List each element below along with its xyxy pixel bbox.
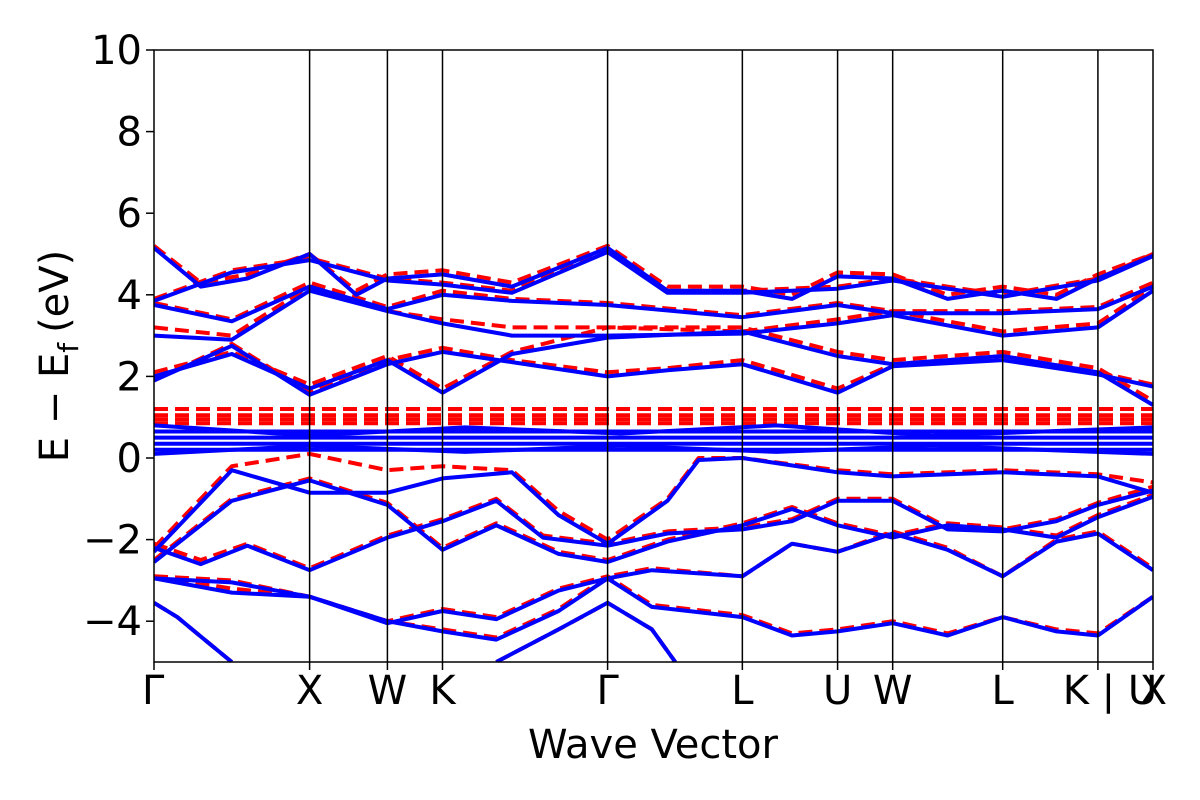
- dashed-band-line: [154, 451, 1153, 550]
- x-axis-label: Wave Vector: [528, 722, 779, 768]
- y-tick-label: 10: [91, 28, 142, 74]
- solid-band-line: [154, 601, 234, 662]
- kpoint-lines: [308, 50, 1099, 662]
- x-tick-label: K: [429, 668, 457, 714]
- y-axis-label-unit: (eV): [32, 250, 78, 333]
- x-tick-label: L: [992, 668, 1015, 714]
- y-tick-label: 4: [117, 273, 142, 319]
- x-tick-label: U: [823, 668, 852, 714]
- solid-band-line: [154, 343, 1153, 397]
- x-tick-label: Γ: [596, 668, 619, 714]
- y-axis-label-main: E − E: [32, 353, 78, 463]
- y-axis: −4 −2 0 2 4 6 8 10: [83, 28, 154, 645]
- dashed-band-line: [154, 484, 1153, 571]
- x-tick-label: W: [873, 668, 913, 714]
- solid-band-line: [154, 576, 1153, 638]
- x-tick-label: X: [296, 668, 323, 714]
- solid-band-line: [154, 250, 1153, 303]
- x-tick-label: Γ: [142, 668, 165, 714]
- y-tick-label: −2: [83, 518, 142, 564]
- solid-band-line: [154, 456, 1153, 554]
- bands-layer: [154, 243, 1153, 662]
- y-axis-label: E − Ef (eV): [32, 250, 85, 463]
- y-tick-label: 2: [117, 354, 142, 400]
- x-tick-label: W: [368, 668, 408, 714]
- x-tick-label: K | U: [1063, 668, 1157, 714]
- y-tick-label: −4: [83, 599, 142, 645]
- x-tick-label: X: [1140, 668, 1167, 714]
- y-tick-label: 6: [117, 191, 142, 237]
- dashed-band-line: [495, 600, 677, 662]
- solid-band-line: [154, 478, 1153, 564]
- solid-band-line: [495, 600, 677, 662]
- y-tick-label: 8: [117, 110, 142, 156]
- plot-frame: [153, 49, 1154, 663]
- y-axis-label-subscript: f: [52, 342, 85, 353]
- x-tick-label: L: [731, 668, 754, 714]
- y-tick-label: 0: [117, 436, 142, 482]
